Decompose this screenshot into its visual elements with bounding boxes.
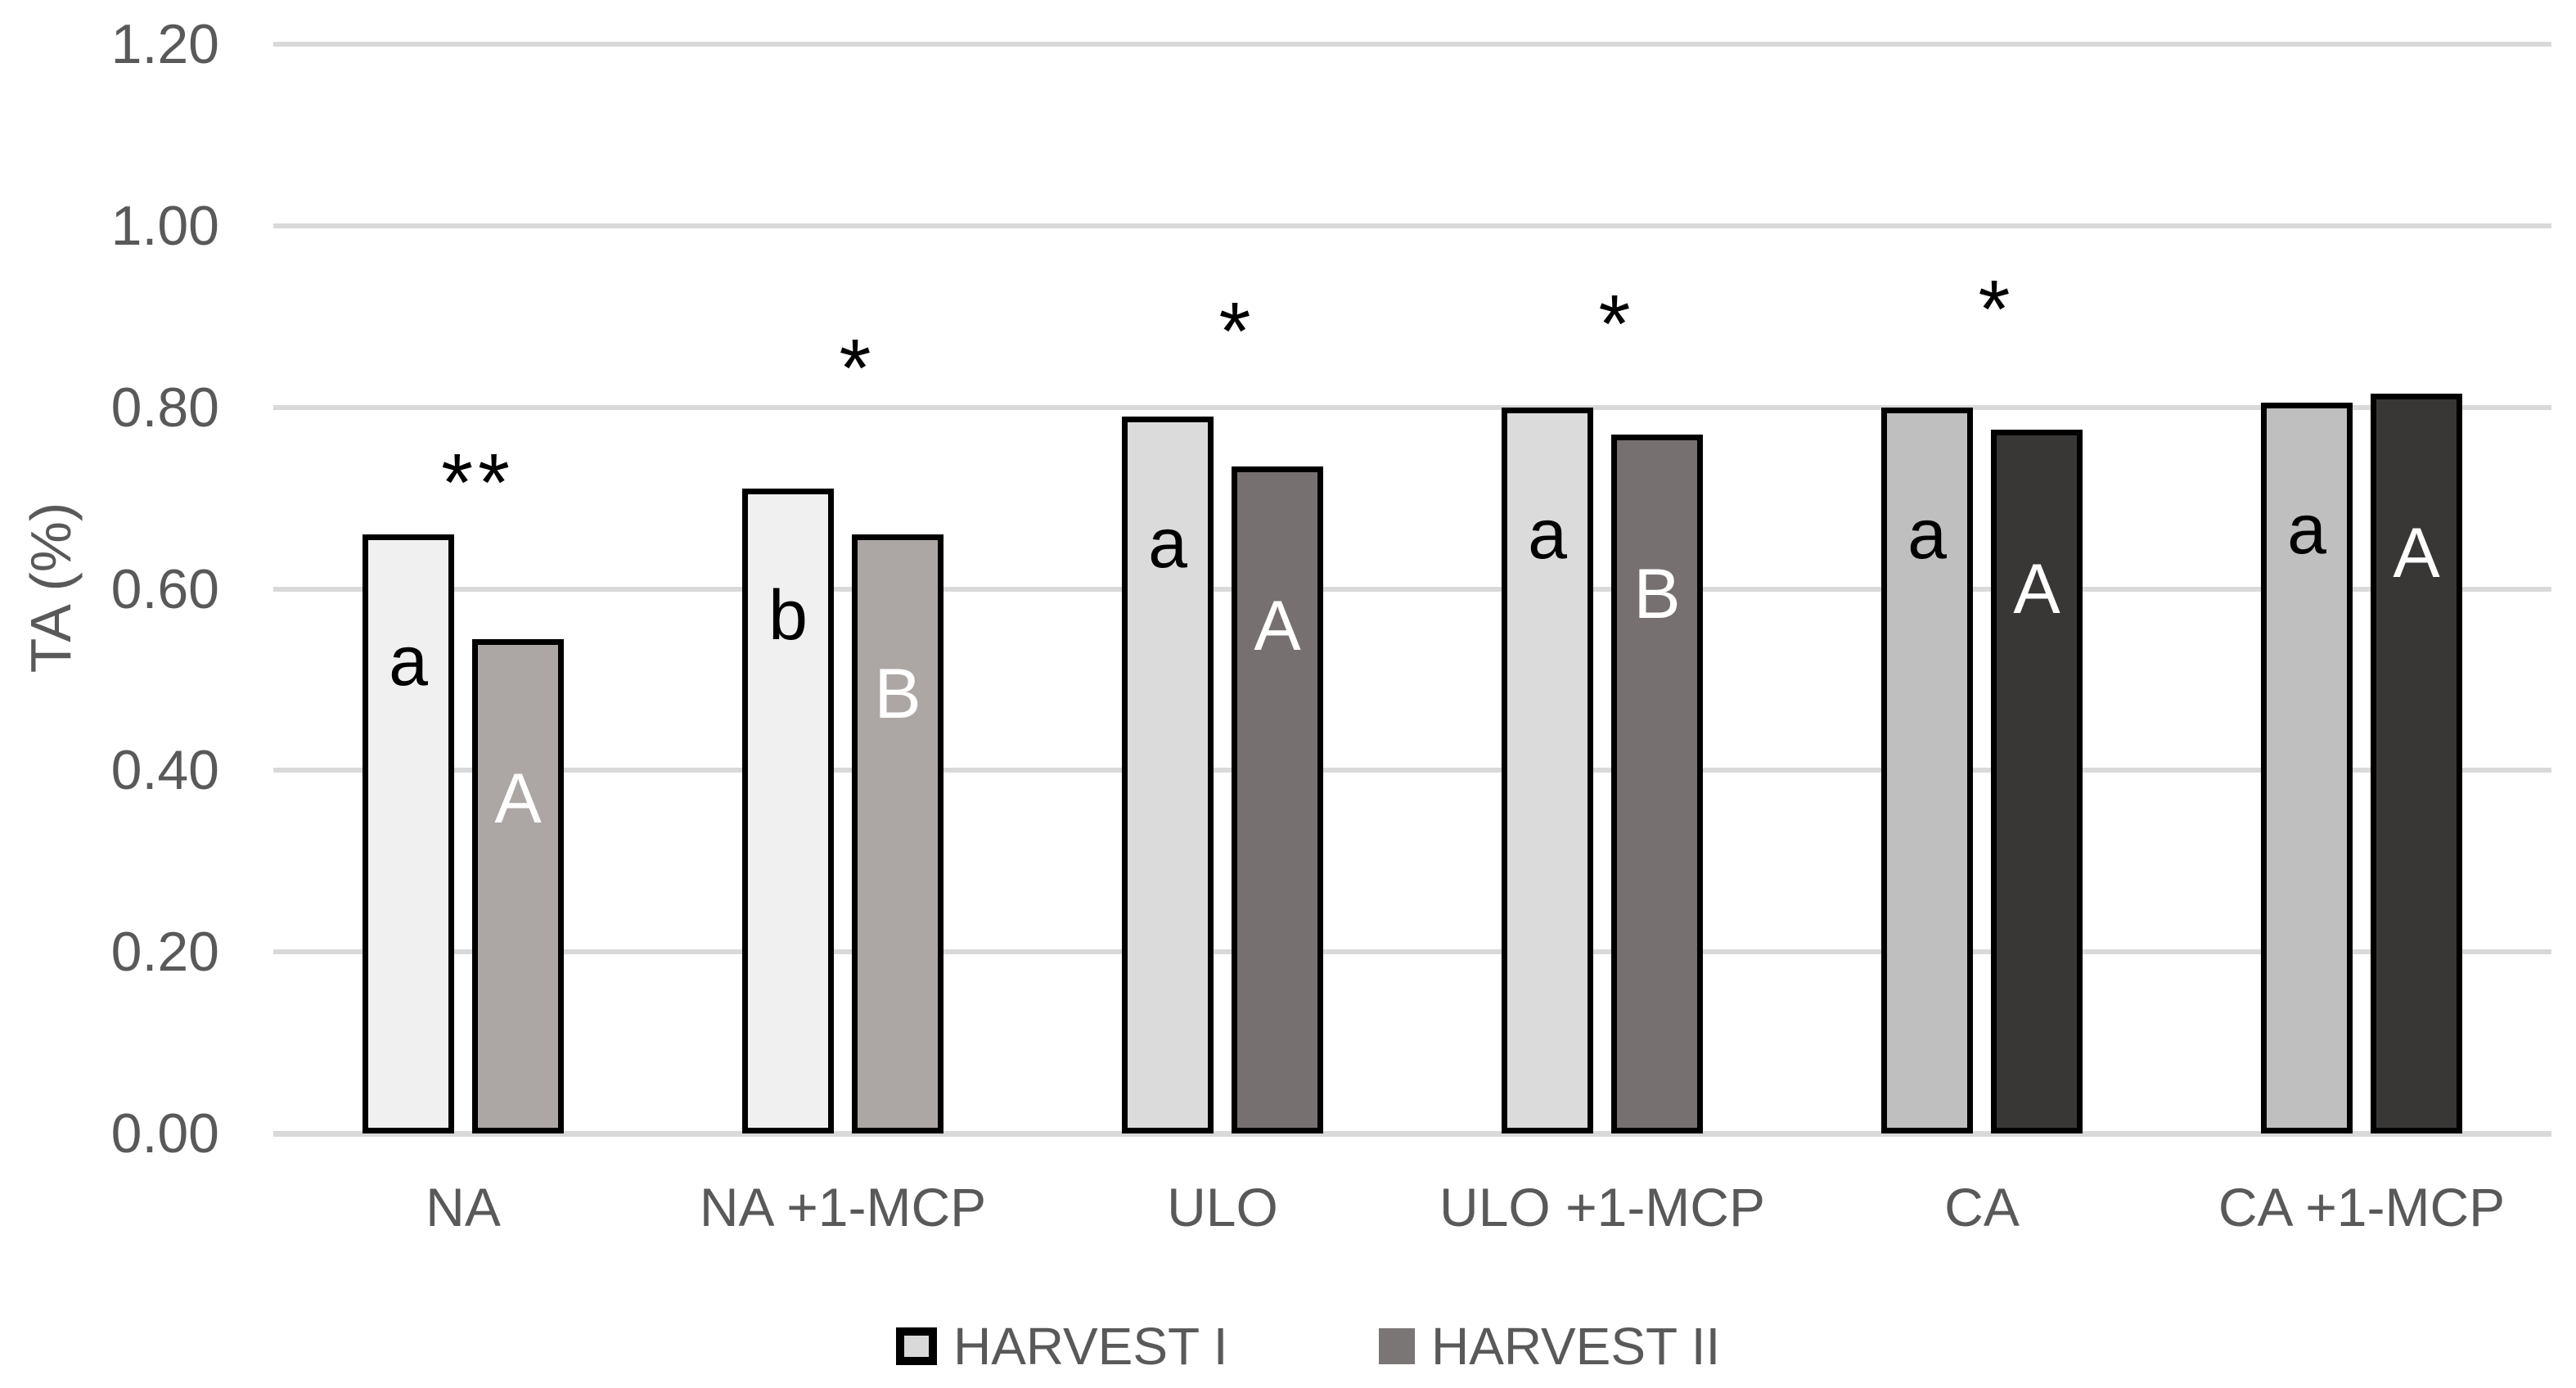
bar-harvest-ii-ulo (1232, 466, 1323, 1133)
bar-letter-harvest-ii-ca: A (2013, 550, 2060, 629)
bar-harvest-ii-ulo-1-mcp (1611, 434, 1703, 1133)
bar-letter-harvest-i-ca: a (1907, 494, 1947, 574)
legend-label-harvest-i: HARVEST I (953, 1317, 1228, 1376)
bar-harvest-i-na-1-mcp (742, 489, 834, 1133)
x-axis-line (273, 1131, 2551, 1137)
y-tick-label: 1.00 (110, 194, 219, 257)
significance-marker-ulo-1-mcp: * (1598, 277, 1636, 370)
x-axis-label-ca-1-mcp: CA +1-MCP (2218, 1177, 2506, 1237)
legend-label-harvest-ii: HARVEST II (1431, 1317, 1721, 1376)
legend-swatch-harvest-ii (1379, 1328, 1415, 1364)
x-axis-label-ca: CA (1944, 1177, 2020, 1237)
legend-item-harvest-i: HARVEST I (896, 1319, 1228, 1373)
bar-letter-harvest-ii-ulo: A (1254, 586, 1301, 665)
bar-harvest-i-ca-1-mcp (2261, 403, 2353, 1133)
bar-letter-harvest-i-na: a (389, 621, 428, 701)
legend-swatch-harvest-i (896, 1327, 937, 1365)
y-tick-label: 0.00 (110, 1102, 219, 1165)
gridline (273, 586, 2551, 592)
gridline (273, 404, 2551, 410)
x-axis-label-na-1-mcp: NA +1-MCP (699, 1177, 987, 1237)
bar-harvest-i-ulo (1122, 416, 1214, 1133)
bar-harvest-ii-ca (1991, 430, 2083, 1133)
bar-letter-harvest-i-ca-1-mcp: a (2287, 490, 2326, 570)
x-axis-label-ulo-1-mcp: ULO +1-MCP (1439, 1177, 1765, 1237)
y-tick-label: 1.20 (110, 13, 219, 75)
bar-letter-harvest-ii-na-1-mcp: B (874, 654, 921, 733)
bar-letter-harvest-ii-na: A (494, 759, 542, 838)
y-tick-label: 0.20 (110, 921, 219, 984)
bar-harvest-i-ulo-1-mcp (1502, 407, 1593, 1133)
bar-letter-harvest-ii-ca-1-mcp: A (2393, 514, 2440, 593)
y-tick-label: 0.60 (110, 557, 219, 620)
y-tick-label: 0.80 (110, 376, 219, 439)
significance-marker-ca: * (1978, 264, 2015, 356)
bar-letter-harvest-i-ulo-1-mcp: a (1528, 494, 1567, 574)
gridline (273, 42, 2551, 47)
gridline (273, 223, 2551, 228)
bar-harvest-i-na (363, 534, 454, 1133)
gridline (273, 949, 2551, 955)
bar-letter-harvest-ii-ulo-1-mcp: B (1633, 554, 1681, 633)
bar-harvest-ii-na-1-mcp (852, 534, 943, 1133)
x-axis-label-na: NA (426, 1177, 501, 1237)
legend-item-harvest-ii: HARVEST II (1379, 1319, 1720, 1373)
significance-marker-na-1-mcp: * (839, 322, 876, 415)
bar-harvest-ii-ca-1-mcp (2371, 394, 2462, 1133)
x-axis-label-ulo: ULO (1167, 1177, 1278, 1237)
significance-marker-ulo: * (1218, 285, 1256, 377)
significance-marker-na: ** (441, 436, 515, 529)
bar-harvest-ii-na (472, 638, 564, 1133)
bar-letter-harvest-i-ulo: a (1148, 503, 1187, 583)
y-tick-label: 0.40 (110, 739, 219, 802)
bar-letter-harvest-i-na-1-mcp: b (768, 576, 808, 656)
bar-harvest-i-ca (1881, 407, 1973, 1133)
gridline (273, 768, 2551, 773)
